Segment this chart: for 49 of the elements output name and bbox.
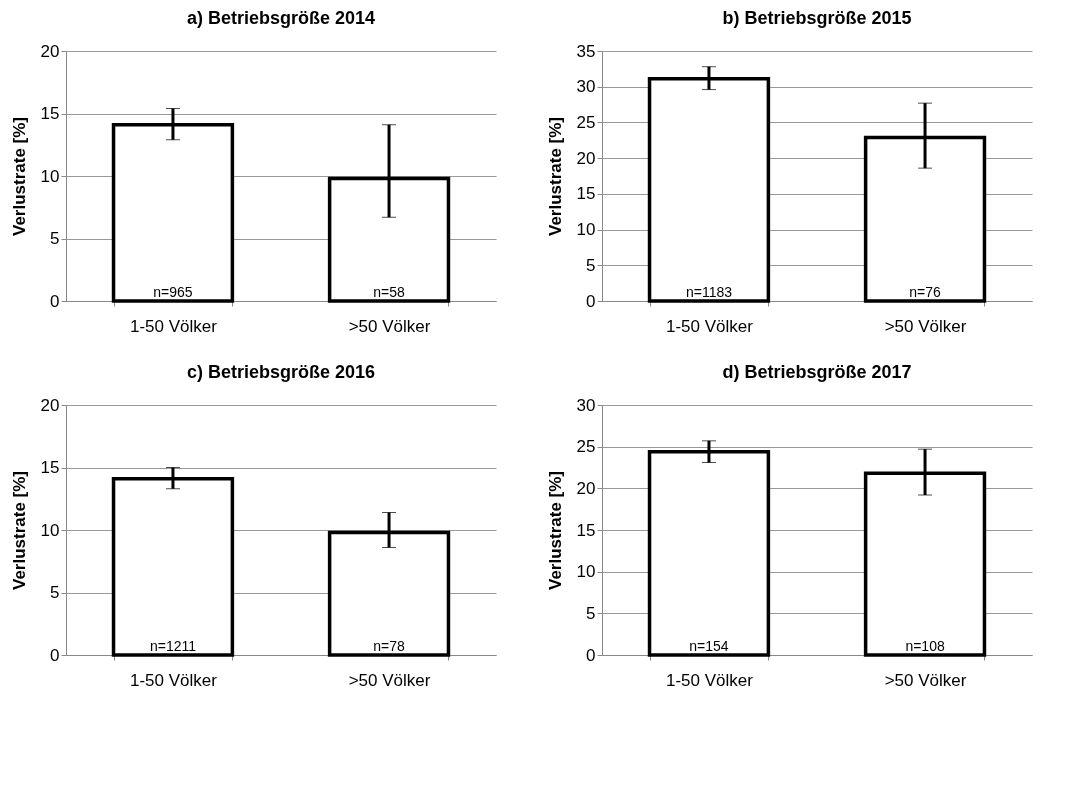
y-tick-label: 5 bbox=[50, 229, 60, 248]
y-tick-label: 15 bbox=[40, 458, 60, 477]
y-tick-label: 10 bbox=[576, 562, 596, 582]
chart-title: c) Betriebsgröße 2016 bbox=[186, 362, 376, 382]
x-tick-label: 1-50 Völker bbox=[665, 316, 754, 336]
x-tick-label: >50 Völker bbox=[884, 670, 967, 690]
y-tick-label: 25 bbox=[576, 437, 596, 457]
y-tick-label: 25 bbox=[576, 112, 596, 132]
annotation: n=965 bbox=[153, 284, 193, 300]
y-tick-label: 0 bbox=[50, 291, 60, 311]
y-tick-label: 20 bbox=[40, 395, 60, 415]
y-tick-label: 10 bbox=[40, 166, 60, 186]
x-tick-label: >50 Völker bbox=[348, 316, 431, 336]
x-tick-label: >50 Völker bbox=[884, 316, 967, 336]
annotation: n=76 bbox=[909, 284, 942, 300]
annotation: n=108 bbox=[905, 638, 945, 654]
y-axis-title: Verlustrate [%] bbox=[545, 470, 565, 591]
y-tick-label: 5 bbox=[50, 583, 60, 602]
chart-title: a) Betriebsgröße 2014 bbox=[186, 8, 376, 28]
y-tick-label: 30 bbox=[576, 77, 596, 97]
annotation: n=1183 bbox=[685, 284, 733, 300]
annotation: n=154 bbox=[689, 638, 729, 654]
annotation: n=1211 bbox=[149, 638, 197, 654]
y-tick-label: 0 bbox=[586, 645, 596, 665]
chart-title: d) Betriebsgröße 2017 bbox=[722, 362, 912, 382]
y-tick-label: 20 bbox=[576, 478, 596, 498]
y-tick-label: 30 bbox=[576, 395, 596, 415]
annotation: n=78 bbox=[373, 638, 406, 654]
y-tick-label: 10 bbox=[40, 520, 60, 540]
y-tick-label: 35 bbox=[576, 41, 596, 61]
y-tick-label: 0 bbox=[50, 645, 60, 665]
y-tick-label: 10 bbox=[576, 220, 596, 240]
y-tick-label: 5 bbox=[586, 255, 596, 275]
x-tick-label: >50 Völker bbox=[348, 670, 431, 690]
y-tick-label: 15 bbox=[576, 184, 596, 204]
y-tick-label: 20 bbox=[576, 148, 596, 168]
chart-title: b) Betriebsgröße 2015 bbox=[722, 8, 912, 28]
y-axis-title: Verlustrate [%] bbox=[545, 116, 565, 237]
x-tick-label: 1-50 Völker bbox=[665, 670, 754, 690]
y-axis-title: Verlustrate [%] bbox=[9, 116, 29, 237]
y-tick-label: 15 bbox=[40, 104, 60, 123]
x-tick-label: 1-50 Völker bbox=[129, 316, 218, 336]
y-tick-label: 20 bbox=[40, 41, 60, 61]
annotation: n=58 bbox=[373, 284, 406, 300]
y-tick-label: 0 bbox=[586, 291, 596, 311]
x-tick-label: 1-50 Völker bbox=[129, 670, 218, 690]
y-axis-title: Verlustrate [%] bbox=[9, 470, 29, 591]
y-tick-label: 15 bbox=[576, 520, 596, 540]
y-tick-label: 5 bbox=[586, 603, 596, 623]
